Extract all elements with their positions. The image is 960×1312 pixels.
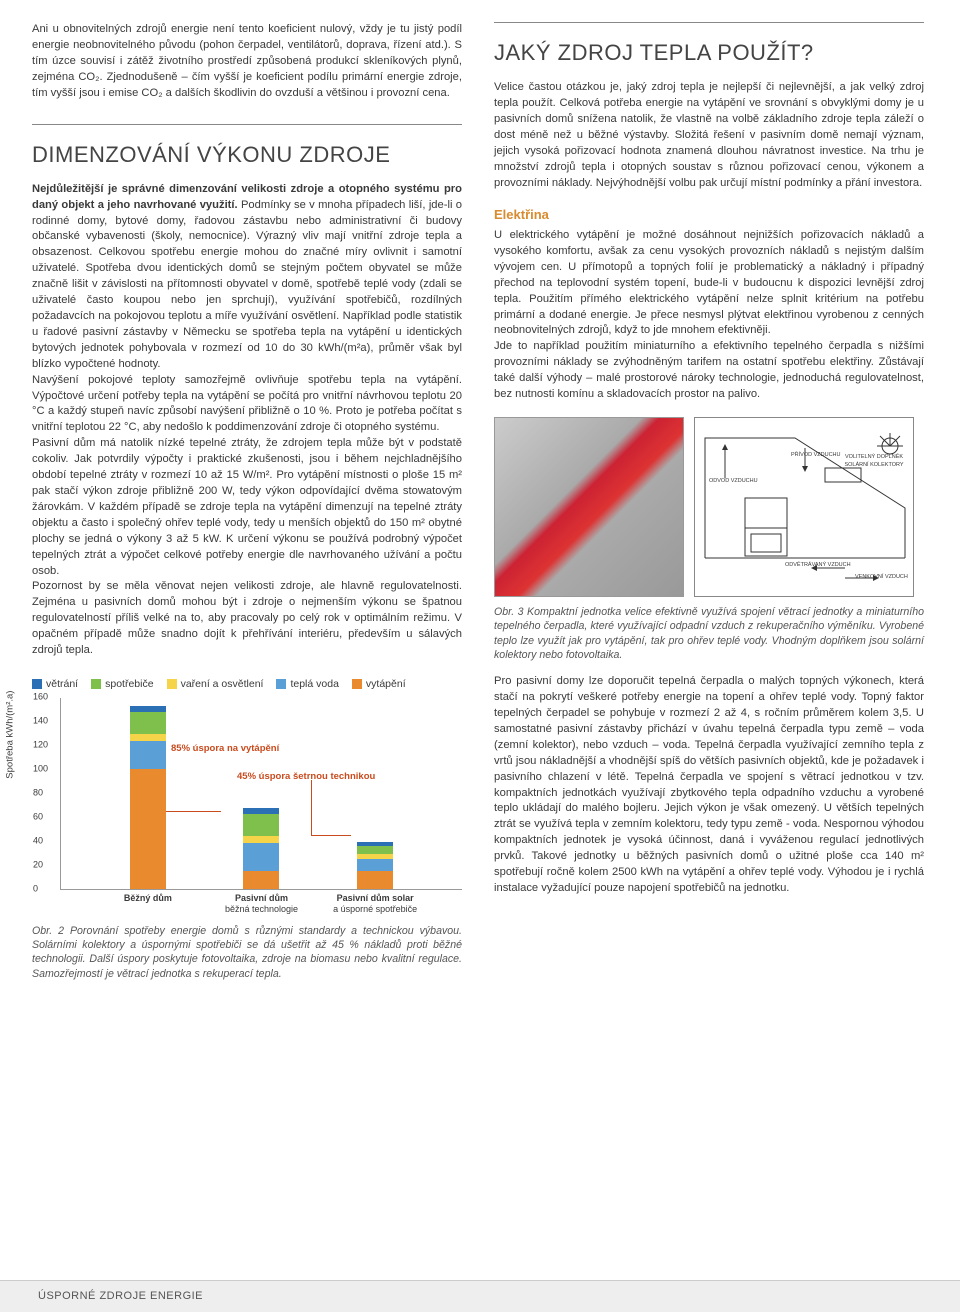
bar-segment	[357, 846, 393, 854]
legend-swatch	[32, 679, 42, 689]
heat-pump-photo	[494, 417, 684, 597]
diagram-label: PŘÍVOD VZDUCHU	[791, 452, 841, 460]
chart-annotation: 45% úspora šetrnou technikou	[237, 770, 375, 783]
bar: Pasivní dům solara úsporné spotřebiče	[357, 842, 393, 889]
right-column: JAKÝ ZDROJ TEPLA POUŽÍT? Velice častou o…	[494, 22, 924, 981]
subheading-elektrina: Elektřina	[494, 206, 924, 224]
y-tick-label: 100	[33, 762, 48, 775]
body-paragraph: Navýšení pokojové teploty samozřejmě ovl…	[32, 373, 462, 437]
bar-segment	[130, 734, 166, 741]
arrow-icon	[161, 752, 221, 812]
left-column: Ani u obnovitelných zdrojů energie není …	[32, 22, 462, 981]
bar-segment	[130, 769, 166, 889]
bar-segment	[243, 814, 279, 836]
footer: ÚSPORNÉ ZDROJE ENERGIE	[0, 1280, 960, 1312]
y-axis-title: Spotřeba kWh/(m².a)	[3, 690, 16, 778]
bar: Pasivní důmběžná technologie	[243, 808, 279, 888]
figure-3: VOLITELNÝ DOPLNĚK SOLÁRNÍ KOLEKTORY ODVO…	[494, 417, 924, 597]
y-tick-label: 160	[33, 690, 48, 703]
body-paragraph: Pro pasivní domy lze doporučit tepelná č…	[494, 674, 924, 897]
diagram-label: VENKOVNÍ VZDUCH	[855, 574, 908, 582]
bar-segment	[357, 871, 393, 889]
legend-item: spotřebiče	[91, 677, 153, 692]
legend-swatch	[352, 679, 362, 689]
body-paragraph: Pozornost by se měla věnovat nejen velik…	[32, 579, 462, 659]
y-tick-label: 80	[33, 786, 43, 799]
y-tick-label: 120	[33, 738, 48, 751]
figure-3-caption: Obr. 3 Kompaktní jednotka velice efektiv…	[494, 605, 924, 662]
legend-label: spotřebiče	[105, 677, 153, 692]
y-tick-label: 40	[33, 834, 43, 847]
legend-item: vaření a osvětlení	[167, 677, 264, 692]
legend-label: větrání	[46, 677, 78, 692]
bar-segment	[243, 836, 279, 843]
stacked-bar-chart: 85% úspora na vytápění 45% úspora šetrno…	[60, 698, 462, 890]
x-tick-label: Běžný dům	[124, 893, 172, 904]
legend-swatch	[91, 679, 101, 689]
bar: Běžný dům	[130, 706, 166, 888]
chart-legend: větrání spotřebiče vaření a osvětlení teplá…	[32, 677, 462, 692]
legend-label: vytápění	[366, 677, 406, 692]
footer-text: ÚSPORNÉ ZDROJE ENERGIE	[38, 1289, 203, 1305]
body-paragraph: Jde to například použitím miniaturního a…	[494, 339, 924, 403]
body-paragraph: U elektrického vytápění je možné dosáhno…	[494, 228, 924, 339]
y-tick-label: 20	[33, 858, 43, 871]
legend-item: teplá voda	[276, 677, 338, 692]
arrow-icon	[311, 780, 351, 836]
system-diagram: VOLITELNÝ DOPLNĚK SOLÁRNÍ KOLEKTORY ODVO…	[694, 417, 914, 597]
bar-segment	[130, 741, 166, 769]
bar-segment	[130, 712, 166, 734]
body-text: Podmínky se v mnoha případech liší, jde-…	[32, 199, 462, 370]
divider	[32, 124, 462, 125]
diagram-label: ODVOD VZDUCHU	[709, 478, 758, 486]
y-tick-label: 0	[33, 882, 38, 895]
legend-item: vytápění	[352, 677, 406, 692]
section-title-dimenzovani: DIMENZOVÁNÍ VÝKONU ZDROJE	[32, 139, 462, 170]
body-paragraph: Velice častou otázkou je, jaký zdroj tep…	[494, 80, 924, 191]
diagram-label: VOLITELNÝ DOPLNĚK SOLÁRNÍ KOLEKTORY	[839, 454, 909, 470]
legend-swatch	[276, 679, 286, 689]
body-paragraph: Pasivní dům má natolik nízké tepelné ztr…	[32, 436, 462, 579]
x-tick-label: Pasivní dům solara úsporné spotřebiče	[333, 893, 417, 915]
legend-swatch	[167, 679, 177, 689]
bar-segment	[243, 843, 279, 871]
section-title-zdroj: JAKÝ ZDROJ TEPLA POUŽÍT?	[494, 37, 924, 68]
legend-label: vaření a osvětlení	[181, 677, 264, 692]
bar-segment	[357, 859, 393, 871]
y-tick-label: 140	[33, 714, 48, 727]
diagram-label: ODVĚTRÁVANÝ VZDUCH	[785, 562, 851, 570]
legend-label: teplá voda	[290, 677, 338, 692]
divider	[494, 22, 924, 23]
figure-2-caption: Obr. 2 Porovnání spotřeby energie domů s…	[32, 924, 462, 981]
y-tick-label: 60	[33, 810, 43, 823]
figure-2-chart: větrání spotřebiče vaření a osvětlení teplá…	[32, 677, 462, 981]
intro-paragraph: Ani u obnovitelných zdrojů energie není …	[32, 22, 462, 102]
x-tick-label: Pasivní důmběžná technologie	[225, 893, 298, 915]
bar-segment	[243, 871, 279, 889]
body-paragraph: Nejdůležitější je správné dimenzování ve…	[32, 182, 462, 373]
